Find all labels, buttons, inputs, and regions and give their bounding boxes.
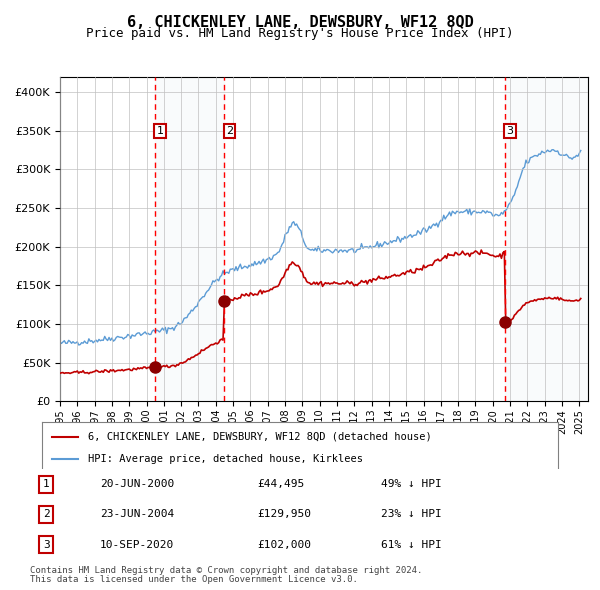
Text: 2: 2	[43, 510, 50, 519]
Text: 6, CHICKENLEY LANE, DEWSBURY, WF12 8QD: 6, CHICKENLEY LANE, DEWSBURY, WF12 8QD	[127, 15, 473, 30]
Text: 61% ↓ HPI: 61% ↓ HPI	[381, 540, 442, 550]
Text: £102,000: £102,000	[257, 540, 311, 550]
Text: 10-SEP-2020: 10-SEP-2020	[100, 540, 175, 550]
Bar	[155, 77, 224, 401]
Text: 1: 1	[157, 126, 163, 136]
Text: Contains HM Land Registry data © Crown copyright and database right 2024.: Contains HM Land Registry data © Crown c…	[30, 566, 422, 575]
Text: Price paid vs. HM Land Registry's House Price Index (HPI): Price paid vs. HM Land Registry's House …	[86, 27, 514, 40]
Text: This data is licensed under the Open Government Licence v3.0.: This data is licensed under the Open Gov…	[30, 575, 358, 584]
Text: 3: 3	[506, 126, 514, 136]
Text: 49% ↓ HPI: 49% ↓ HPI	[381, 479, 442, 489]
Text: 6, CHICKENLEY LANE, DEWSBURY, WF12 8QD (detached house): 6, CHICKENLEY LANE, DEWSBURY, WF12 8QD (…	[88, 432, 432, 442]
Text: 3: 3	[43, 540, 50, 550]
Text: 1: 1	[43, 479, 50, 489]
Bar	[505, 77, 588, 401]
Text: 2: 2	[226, 126, 233, 136]
Text: HPI: Average price, detached house, Kirklees: HPI: Average price, detached house, Kirk…	[88, 454, 364, 464]
Text: £44,495: £44,495	[257, 479, 304, 489]
Text: £129,950: £129,950	[257, 510, 311, 519]
Text: 23% ↓ HPI: 23% ↓ HPI	[381, 510, 442, 519]
Text: 20-JUN-2000: 20-JUN-2000	[100, 479, 175, 489]
Text: 23-JUN-2004: 23-JUN-2004	[100, 510, 175, 519]
